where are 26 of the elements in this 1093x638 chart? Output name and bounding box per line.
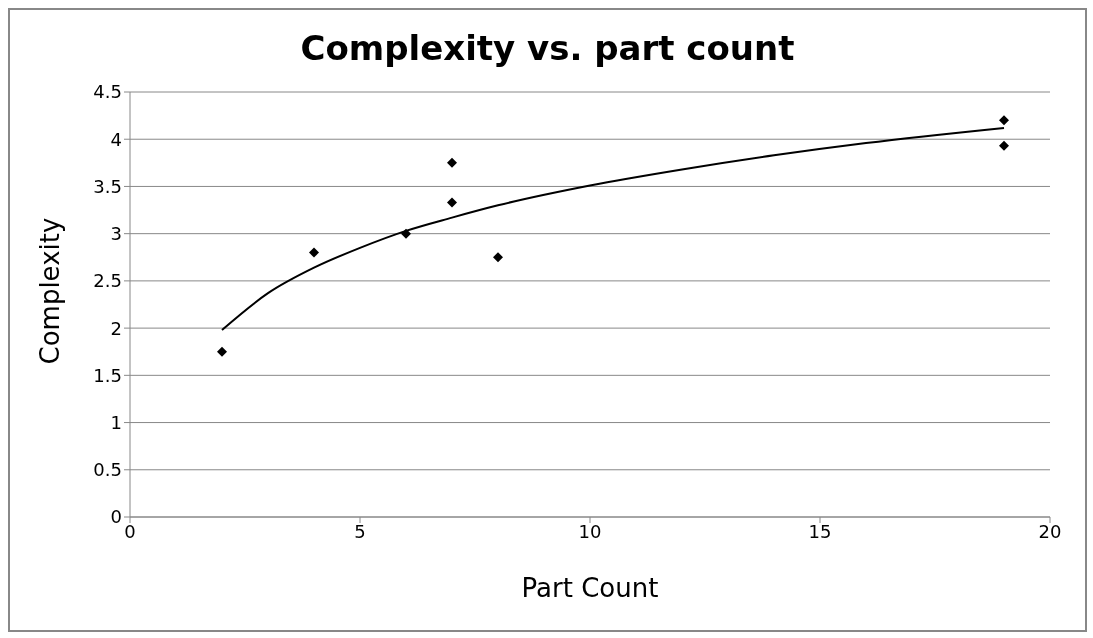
y-tick-label: 2.5 xyxy=(93,270,122,292)
y-tick-label: 4.5 xyxy=(93,81,122,103)
point xyxy=(447,197,457,208)
y-tick-label: 1 xyxy=(110,411,122,433)
x-tick-label: 10 xyxy=(578,520,602,542)
y-tick-label: 4 xyxy=(110,128,122,150)
point xyxy=(999,115,1009,126)
y-tick-label: 2 xyxy=(110,317,122,339)
x-tick-label: 5 xyxy=(354,520,366,542)
x-tick-label: 20 xyxy=(1038,520,1062,542)
y-tick-label: 0.5 xyxy=(93,459,122,481)
point xyxy=(493,252,503,263)
y-tick-label: 0 xyxy=(110,506,122,528)
y-tick-label: 3.5 xyxy=(93,175,122,197)
point xyxy=(999,140,1009,151)
point xyxy=(447,157,457,168)
x-tick-label: 0 xyxy=(124,520,136,542)
x-tick-label: 15 xyxy=(808,520,832,542)
point xyxy=(309,247,319,258)
x-axis-title: Part Count xyxy=(521,573,659,603)
y-tick-label: 1.5 xyxy=(93,364,122,386)
point xyxy=(401,228,411,239)
point xyxy=(217,346,227,357)
chart-title: Complexity vs. part count xyxy=(299,28,796,70)
y-axis-title: Complexity xyxy=(35,217,66,365)
y-tick-label: 3 xyxy=(110,223,122,245)
